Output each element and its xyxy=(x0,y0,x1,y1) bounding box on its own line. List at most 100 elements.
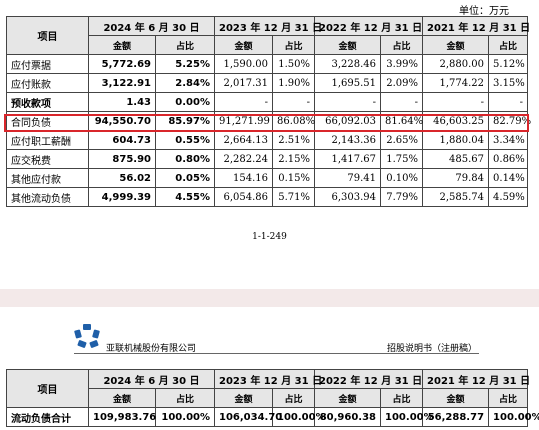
cell-value: 2.15% xyxy=(271,149,316,169)
liabilities-table: 项目 2024 年 6 月 30 日 2023 年 12 月 31 日 2022… xyxy=(6,16,531,207)
row-label: 预收款项 xyxy=(6,92,89,112)
header-period-2021-12: 2021 年 12 月 31 日 xyxy=(422,369,530,389)
header-ratio: 占比 xyxy=(155,388,215,408)
cell-value: 154.16 xyxy=(214,168,273,188)
page-gap xyxy=(0,289,539,307)
cell-value: 3,228.46 xyxy=(314,54,382,74)
header-period-2024-06: 2024 年 6 月 30 日 xyxy=(88,16,215,36)
header-amount: 金额 xyxy=(314,35,382,55)
cell-value: 5.12% xyxy=(488,54,529,74)
cell-value: 2.65% xyxy=(380,130,424,150)
cell-value: 0.55% xyxy=(155,130,215,150)
cell-value: 1,417.67 xyxy=(314,149,382,169)
cell-value: 79.41 xyxy=(314,168,382,188)
document-page-1: 单位：万元 项目 2024 年 6 月 30 日 2023 年 12 月 31 … xyxy=(4,6,532,242)
header-amount: 金额 xyxy=(422,35,490,55)
cell-value: 86.08% xyxy=(271,111,315,131)
cell-value: 1,590.00 xyxy=(214,54,273,74)
table-row: 应交税费 875.90 0.80% 2,282.24 2.15% 1,417.67 1.75… xyxy=(6,149,529,169)
cell-value: 91,271.99 xyxy=(214,111,273,131)
cell-value: - xyxy=(214,92,273,112)
cell-value: 100.00% xyxy=(271,407,326,427)
header-ratio: 占比 xyxy=(271,388,316,408)
cell-value: 875.90 xyxy=(88,149,156,169)
row-label: 其他应付款 xyxy=(6,168,89,188)
table-row: 合同负债 94,550.70 85.97% 91,271.99 86.08% 66,092… xyxy=(6,111,531,131)
cell-value: 109,983.76 xyxy=(88,407,156,427)
cell-value: 79.84 xyxy=(422,168,490,188)
cell-value: 81.64% xyxy=(380,111,423,131)
cell-value: - xyxy=(314,92,382,112)
cell-value: 6,303.94 xyxy=(314,187,382,207)
cell-value: 1.90% xyxy=(271,73,316,93)
cell-value: 1,774.22 xyxy=(422,73,490,93)
header-rule xyxy=(74,353,479,354)
header-amount: 金额 xyxy=(214,388,273,408)
total-row: 流动负债合计 109,983.76 100.00% 106,034.70 100… xyxy=(6,407,539,427)
cell-value: 1.50% xyxy=(271,54,316,74)
cell-value: 106,034.70 xyxy=(214,407,282,427)
header-ratio: 占比 xyxy=(380,388,424,408)
cell-value: 46,603.25 xyxy=(422,111,490,131)
header-period-2023-12: 2023 年 12 月 31 日 xyxy=(213,16,322,36)
cell-value: 0.05% xyxy=(155,168,215,188)
header-ratio: 占比 xyxy=(380,35,424,55)
cell-value: 2,585.74 xyxy=(422,187,490,207)
cell-value: 3,122.91 xyxy=(88,73,156,93)
row-label: 合同负债 xyxy=(6,111,89,131)
cell-value: 2.51% xyxy=(271,130,316,150)
cell-value: 56.02 xyxy=(88,168,156,188)
header-ratio: 占比 xyxy=(488,35,529,55)
table-row: 预收款项 1.43 0.00% - - - - - - xyxy=(6,92,529,112)
cell-value: 3.99% xyxy=(380,54,424,74)
document-page-2: 亚联机械股份有限公司 招股说明书（注册稿） 项目 2024 年 6 月 30 日… xyxy=(0,307,539,430)
cell-value: 56,288.77 xyxy=(422,407,490,427)
cell-value: 604.73 xyxy=(88,130,156,150)
header-amount: 金额 xyxy=(422,388,490,408)
cell-value: 2.84% xyxy=(155,73,215,93)
header-period-2023-12: 2023 年 12 月 31 日 xyxy=(213,369,322,389)
table-row: 其他流动负债 4,999.39 4.55% 6,054.86 5.71% 6,303.94… xyxy=(6,187,529,207)
cell-value: 0.15% xyxy=(271,168,316,188)
unit-label: 单位：万元 xyxy=(459,6,509,17)
cell-value: - xyxy=(488,92,529,112)
header-ratio: 占比 xyxy=(155,35,215,55)
page-number: 1-1-249 xyxy=(252,232,287,242)
header-amount: 金额 xyxy=(314,388,382,408)
cell-value: 3.15% xyxy=(488,73,529,93)
total-table: 项目 2024 年 6 月 30 日 2023 年 12 月 31 日 2022… xyxy=(6,369,539,427)
cell-value: 4,999.39 xyxy=(88,187,156,207)
header-period-2022-12: 2022 年 12 月 31 日 xyxy=(314,369,424,389)
cell-value: - xyxy=(271,92,316,112)
cell-value: 1.75% xyxy=(380,149,424,169)
header-ratio: 占比 xyxy=(488,388,529,408)
cell-value: 6,054.86 xyxy=(214,187,273,207)
cell-value: 85.97% xyxy=(155,111,215,131)
cell-value: 3.34% xyxy=(488,130,529,150)
table-row: 应付票据 5,772.69 5.25% 1,590.00 1.50% 3,228.46 3.… xyxy=(6,54,529,74)
cell-value: 0.10% xyxy=(380,168,424,188)
row-label: 流动负债合计 xyxy=(6,407,89,427)
cell-value: 485.67 xyxy=(422,149,490,169)
cell-value: 0.00% xyxy=(155,92,215,112)
cell-value: 1,695.51 xyxy=(314,73,382,93)
cell-value: 100.00% xyxy=(488,407,539,427)
cell-value: 5,772.69 xyxy=(88,54,156,74)
row-label: 其他流动负债 xyxy=(6,187,89,207)
header-item: 项目 xyxy=(6,369,89,408)
document-title: 招股说明书（注册稿） xyxy=(386,344,477,354)
company-logo-icon xyxy=(74,324,100,348)
header-ratio: 占比 xyxy=(271,35,316,55)
cell-value: 5.71% xyxy=(271,187,316,207)
cell-value: 2,664.13 xyxy=(214,130,273,150)
row-label: 应付票据 xyxy=(6,54,89,74)
cell-value: - xyxy=(422,92,490,112)
table-row: 应付职工薪酬 604.73 0.55% 2,664.13 2.51% 2,143.36 2.… xyxy=(6,130,529,150)
cell-value: 80,960.38 xyxy=(314,407,382,427)
table-row: 其他应付款 56.02 0.05% 154.16 0.15% 79.41 0.10% 79.8… xyxy=(6,168,529,188)
cell-value: 2.09% xyxy=(380,73,424,93)
cell-value: 94,550.70 xyxy=(88,111,156,131)
row-label: 应交税费 xyxy=(6,149,89,169)
header-period-2022-12: 2022 年 12 月 31 日 xyxy=(314,16,424,36)
header-period-2024-06: 2024 年 6 月 30 日 xyxy=(88,369,215,389)
